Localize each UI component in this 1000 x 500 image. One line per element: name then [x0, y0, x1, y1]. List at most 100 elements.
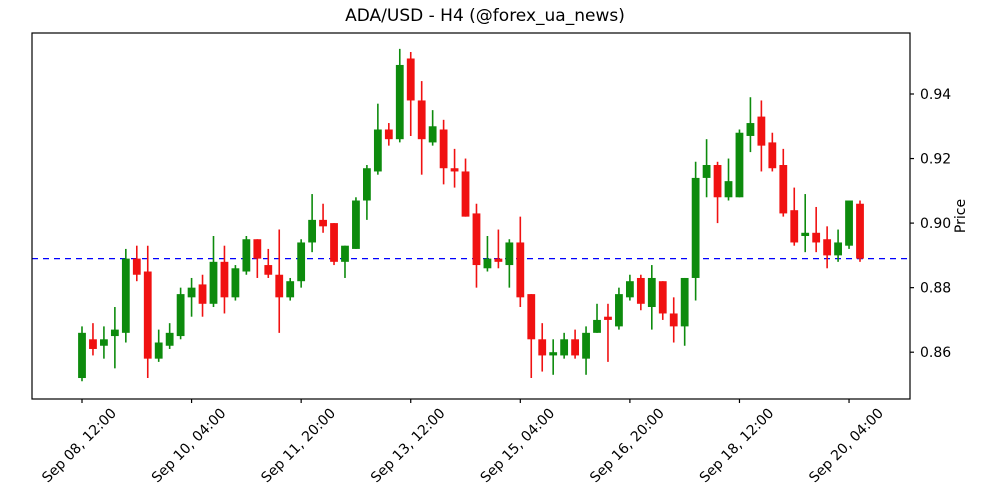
candle-body [154, 342, 163, 359]
candle-up [242, 236, 251, 275]
candle-up [691, 161, 700, 301]
candle-body [812, 232, 821, 243]
candle-up [834, 229, 842, 262]
candle-body [198, 284, 207, 304]
candle-down [538, 323, 547, 372]
candle-up [615, 287, 623, 330]
candle-body [724, 181, 733, 198]
candle-up [231, 265, 240, 301]
candle-body [527, 294, 536, 340]
candle-down [439, 119, 448, 185]
y-tick-label: 0.90 [920, 216, 951, 232]
candle-up [746, 97, 755, 153]
candle-body [363, 168, 371, 201]
candle-up [625, 274, 634, 301]
y-tick-label: 0.92 [920, 152, 951, 168]
x-tick-label: Sep 15, 04:00 [478, 406, 559, 487]
candle-down [406, 52, 415, 136]
candle-down [768, 132, 777, 172]
candle-down [472, 203, 481, 288]
price-axis: 0.86 0.88 0.90 0.92 0.94 [910, 87, 951, 361]
x-tick-label: Sep 11, 20:00 [258, 406, 339, 487]
candle-body [253, 239, 262, 259]
candle-body [461, 171, 470, 217]
candle-down [713, 161, 722, 224]
candle-up [78, 326, 86, 382]
candle-body [428, 126, 437, 143]
candle-up [187, 277, 196, 317]
candle-body [560, 339, 569, 356]
candle-up [308, 194, 317, 253]
candle-body [450, 168, 459, 172]
candle-up [483, 236, 492, 272]
candle-up [363, 165, 371, 220]
candle-down [790, 187, 799, 246]
candle-body [297, 242, 306, 282]
candle-body [264, 265, 273, 275]
candle-body [220, 261, 229, 298]
y-tick-label: 0.94 [920, 87, 951, 103]
candle-body [494, 258, 503, 262]
candle-body [658, 281, 667, 314]
candle-up [702, 139, 711, 198]
candle-body [801, 232, 810, 237]
candle-body [845, 200, 853, 246]
candle-body [615, 294, 623, 327]
candle-body [176, 294, 185, 337]
candle-up [428, 110, 437, 146]
candle-up [724, 158, 733, 201]
candle-body [165, 332, 174, 346]
candle-down [330, 223, 338, 266]
candle-down [275, 229, 284, 333]
candle-up [110, 307, 119, 369]
candle-down [220, 245, 229, 314]
candle-down [494, 229, 503, 269]
candle-up [395, 48, 404, 143]
candle-body [100, 339, 108, 346]
candle-up [176, 287, 185, 340]
candle-down [198, 274, 207, 317]
candle-up [735, 129, 744, 198]
candle-up [373, 103, 382, 175]
candle-body [505, 242, 514, 266]
candle-body [713, 165, 722, 198]
candle-body [834, 242, 842, 256]
candle-down [823, 226, 832, 269]
candle-body [187, 287, 196, 298]
candle-body [538, 339, 547, 356]
candle-down [450, 148, 459, 188]
candle-down [319, 203, 327, 233]
plot-border [31, 32, 911, 400]
x-tick-label: Sep 18, 12:00 [697, 406, 778, 487]
candle-up [801, 194, 810, 253]
candle-body [439, 129, 448, 169]
candle-down [604, 303, 612, 362]
candle-up [505, 239, 514, 288]
candle-up [165, 323, 174, 349]
candle-down [143, 245, 152, 379]
candle-down [417, 81, 426, 175]
candle-body [647, 277, 656, 308]
candle-body [636, 277, 645, 304]
candle-body [275, 274, 284, 298]
candle-down [461, 158, 470, 217]
y-axis-label: Price [953, 199, 969, 233]
time-axis: Sep 08, 12:00 Sep 10, 04:00 Sep 11, 20:00 S… [39, 399, 887, 486]
candle-down [132, 245, 141, 282]
x-tick-label: Sep 08, 12:00 [39, 406, 120, 487]
candle-body [669, 313, 678, 327]
candle-body [341, 245, 349, 262]
x-tick-label: Sep 10, 04:00 [149, 406, 230, 487]
candle-body [625, 281, 634, 298]
candle-body [417, 100, 426, 140]
candle-up [352, 197, 360, 249]
candle-body [483, 258, 492, 269]
candle-up [100, 326, 108, 359]
x-tick-label: Sep 20, 04:00 [806, 406, 887, 487]
candle-body [680, 277, 689, 327]
candle-down [384, 123, 393, 146]
candle-body [143, 271, 152, 359]
candle-body [593, 319, 601, 333]
